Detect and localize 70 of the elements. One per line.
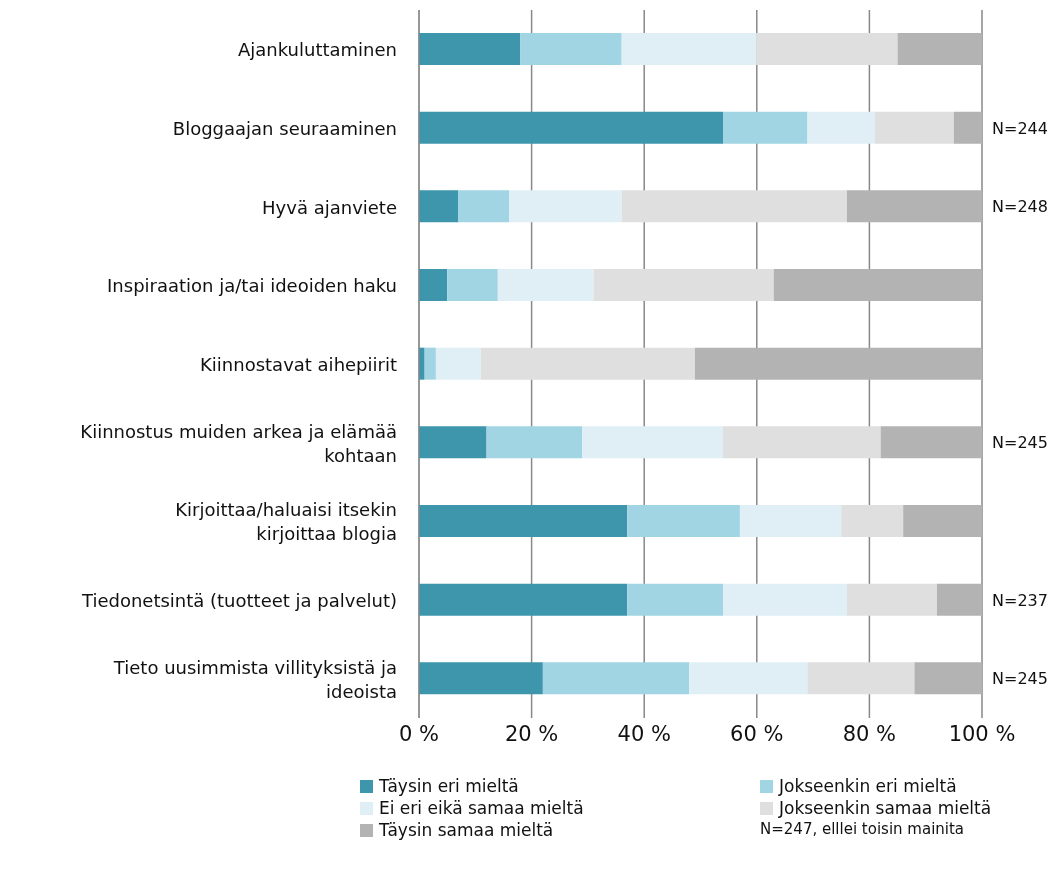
bar [897,33,982,65]
bar [419,505,628,537]
bar [694,347,982,380]
text: N=248 [992,197,1048,217]
bar [419,269,448,301]
bar [621,190,847,223]
y-tick-label: Hyvä ajanviete [262,196,397,218]
x-tick-label: 100 % [948,721,1016,746]
x-tick-label: 0 % [399,721,439,746]
bar [582,426,724,459]
bar [419,583,628,616]
text: N=247, elllei toisin mainita [760,820,966,840]
bar [807,111,876,144]
y-tick-label: Kirjoittaa/haluaisi itsekin kirjoittaa blogia [175,498,397,544]
bar [419,426,487,459]
bar [542,662,690,695]
bar [953,111,982,144]
legend-label: Jokseenkin samaa mieltä [779,798,992,818]
bar [419,662,543,695]
bar [807,662,915,695]
bar [627,583,724,616]
x-tick-label: 40 % [617,721,671,746]
bar [723,426,881,459]
text: N=245 [992,669,1048,689]
text: N=245 [992,433,1048,453]
y-tick-label: Bloggaajan seuraaminen [172,117,397,139]
bar [447,269,498,301]
legend-label: Täysin samaa mieltä [379,820,554,840]
bar [419,111,724,144]
bar [509,190,622,223]
text: N=237 [992,590,1048,610]
bar [846,583,937,616]
y-tick-label: Tieto uusimmista villityksistä ja ideoista [112,656,397,702]
bar [419,33,521,65]
legend-label: Ei eri eikä samaa mieltä [379,798,584,818]
bar [520,33,622,65]
text: N=244 [992,118,1048,138]
bar [486,426,583,459]
bar [689,662,808,695]
bar [419,190,459,223]
bar [497,269,594,301]
bar [875,111,954,144]
x-tick-label: 60 % [730,721,784,746]
bar [435,347,481,380]
bar [846,190,982,223]
bar [936,583,982,616]
bar [914,662,982,695]
y-tick-label: Inspiraation ja/tai ideoiden haku [107,274,397,296]
y-tick-label: Kiinnostavat aihepiirit [200,353,397,375]
x-tick-label: 80 % [842,721,897,746]
bar [739,505,842,537]
y-tick-label: Ajankuluttaminen [237,38,397,60]
bar [424,347,436,380]
bar [880,426,982,459]
bar [627,505,740,537]
y-tick-label: Kiinnostus muiden arkea ja elämää kohtaan [80,420,397,466]
bar [593,269,774,301]
bar [773,269,982,301]
legend-label: Täysin eri mieltä [379,776,519,796]
bar [756,33,898,65]
bar [723,583,847,616]
bar [841,505,904,537]
bar [621,33,757,65]
y-tick-label: Tiedonetsintä (tuotteet ja palvelut) [80,589,397,611]
bar [458,190,510,223]
bar [903,505,982,537]
x-tick-label: 20 % [504,721,559,746]
legend-label: Jokseenkin eri mieltä [779,776,957,796]
bar [723,111,808,144]
bar [480,347,695,380]
